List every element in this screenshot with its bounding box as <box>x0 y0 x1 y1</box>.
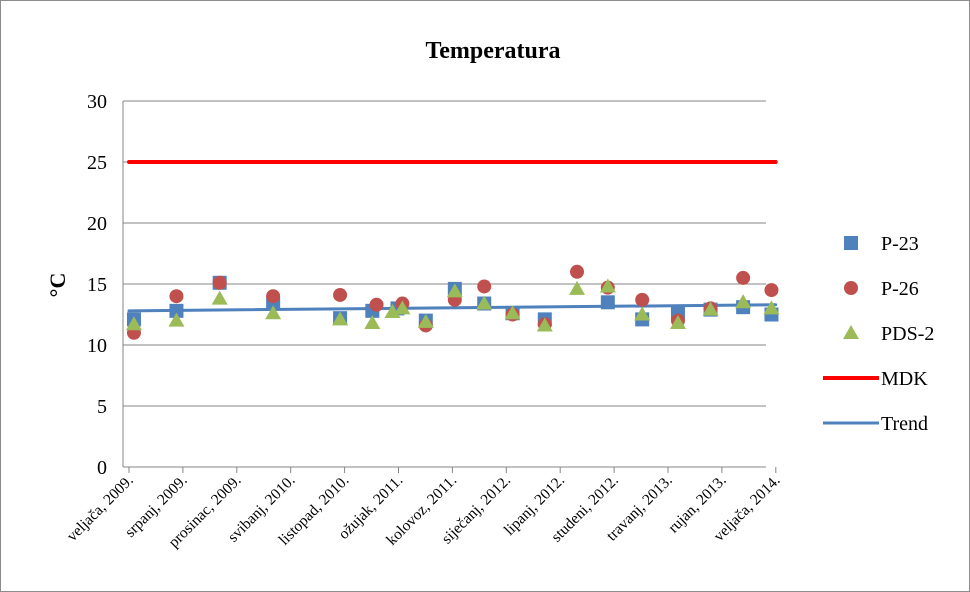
y-tick-label: 5 <box>97 396 107 418</box>
legend-label-pds-2: PDS-2 <box>881 323 934 345</box>
series-layer <box>125 160 780 340</box>
data-point-pds-2 <box>569 280 586 295</box>
data-point-pds-2 <box>332 311 349 326</box>
y-tick-label: 30 <box>87 91 107 113</box>
legend-layer: P-23 P-26 PDS-2 MDK Trend <box>823 233 934 435</box>
legend-label-trend: Trend <box>881 413 928 435</box>
grid-layer <box>123 100 766 407</box>
data-point-p-26 <box>266 289 281 304</box>
data-point-pds-2 <box>384 304 401 319</box>
data-point-p-26 <box>570 264 585 279</box>
data-point-pds-2 <box>735 294 752 309</box>
legend-swatch-pds-2 <box>843 325 859 339</box>
series-line-trend <box>127 303 778 313</box>
data-point-pds-2 <box>476 295 493 310</box>
chart-title: Temperatura <box>425 38 560 64</box>
data-point-pds-2 <box>446 283 463 298</box>
legend-label-p-23: P-23 <box>881 233 919 255</box>
legend-swatch-p-23 <box>844 236 858 250</box>
data-point-p-26 <box>212 275 227 290</box>
data-point-pds-2 <box>763 300 780 315</box>
data-point-p-26 <box>477 279 492 294</box>
y-tick-label: 15 <box>87 274 107 296</box>
data-point-pds-2 <box>364 315 381 330</box>
data-point-p-26 <box>169 289 184 304</box>
data-point-pds-2 <box>211 290 228 305</box>
y-axis-label: °C <box>45 273 70 298</box>
data-point-p-26 <box>736 270 751 285</box>
y-tick-label: 0 <box>97 457 107 479</box>
legend-swatch-p-26 <box>844 281 858 295</box>
y-tick-label: 10 <box>87 335 107 357</box>
data-point-pds-2 <box>669 315 686 330</box>
data-point-pds-2 <box>125 316 142 331</box>
data-point-pds-2 <box>168 312 185 327</box>
data-point-pds-2 <box>536 317 553 332</box>
y-tick-label: 25 <box>87 152 107 174</box>
data-point-p-23 <box>169 303 184 318</box>
legend-label-mdk: MDK <box>881 368 928 390</box>
y-tick-label: 20 <box>87 213 107 235</box>
data-point-pds-2 <box>599 278 616 293</box>
data-point-pds-2 <box>634 306 651 321</box>
data-point-pds-2 <box>265 305 282 320</box>
data-point-pds-2 <box>417 313 434 328</box>
data-point-p-23 <box>600 295 615 310</box>
data-point-pds-2 <box>702 301 719 316</box>
data-point-p-26 <box>764 283 779 298</box>
data-point-pds-2 <box>504 305 521 320</box>
data-point-pds-2 <box>394 300 411 315</box>
data-point-p-26 <box>333 287 348 302</box>
data-point-p-26 <box>635 292 650 307</box>
data-point-p-26 <box>369 297 384 312</box>
legend-label-p-26: P-26 <box>881 278 919 300</box>
